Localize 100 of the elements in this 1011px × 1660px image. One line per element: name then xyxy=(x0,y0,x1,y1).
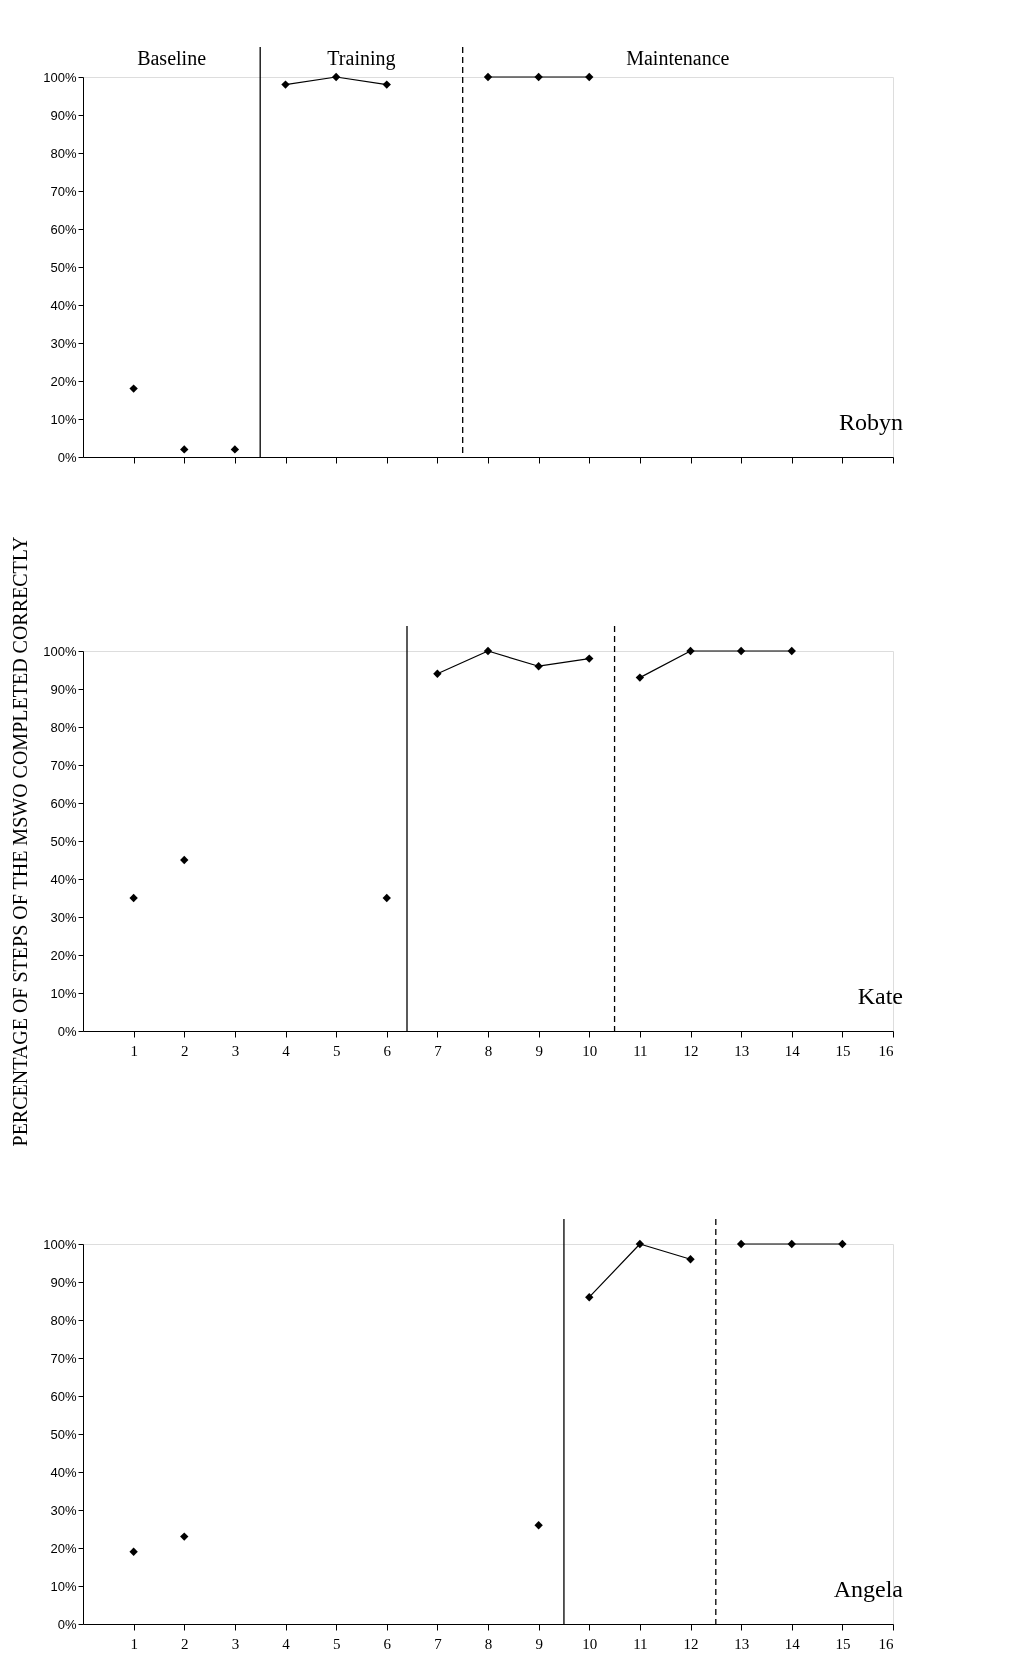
y-tick-label: 30% xyxy=(50,1502,77,1518)
x-tick-label: 14 xyxy=(784,1042,801,1059)
x-tick-label: 14 xyxy=(784,1635,801,1652)
x-tick-label: 3 xyxy=(231,1635,240,1652)
point xyxy=(686,1255,695,1264)
point xyxy=(787,1239,796,1249)
text: Baseline xyxy=(137,47,207,69)
x-tick-label: 16 xyxy=(878,1635,894,1652)
point xyxy=(433,669,442,678)
x-tick-label: 1 xyxy=(130,1042,138,1059)
y-tick-label: 30% xyxy=(50,335,77,351)
x-tick-label: 10 xyxy=(582,1042,598,1059)
x-tick-label: 7 xyxy=(434,1635,443,1652)
y-tick-label: 10% xyxy=(50,411,77,427)
point xyxy=(281,80,290,89)
x-tick-label: 3 xyxy=(231,1042,240,1059)
y-tick-label: 70% xyxy=(50,1350,77,1366)
y-tick-label: 0% xyxy=(57,1023,77,1039)
y-axis-title: PERCENTAGE OF STEPS OF THE MSWO COMPLETED CORRECTLY xyxy=(9,536,32,1147)
point xyxy=(129,384,138,393)
point xyxy=(585,72,594,82)
y-tick-label: 70% xyxy=(50,757,77,773)
point xyxy=(585,1293,594,1302)
point xyxy=(635,1239,645,1249)
text: Maintenance xyxy=(626,47,730,69)
point xyxy=(180,445,189,454)
y-tick-label: 100% xyxy=(43,643,77,659)
point xyxy=(686,646,695,656)
y-tick-label: 0% xyxy=(57,1616,77,1632)
y-tick-label: 30% xyxy=(50,909,77,925)
annotation: Angela xyxy=(833,1576,904,1602)
x-tick-label: 1 xyxy=(130,1635,138,1652)
y-tick-label: 10% xyxy=(50,1578,77,1594)
y-tick-label: 90% xyxy=(50,1274,77,1290)
x-tick-label: 5 xyxy=(332,1042,341,1059)
point xyxy=(534,72,543,82)
y-tick-label: 100% xyxy=(43,1236,77,1252)
point xyxy=(180,1532,189,1541)
y-tick-label: 50% xyxy=(50,833,77,849)
point xyxy=(736,646,746,656)
y-tick-label: 40% xyxy=(50,871,77,887)
y-tick-label: 10% xyxy=(50,985,77,1001)
y-tick-label: 80% xyxy=(50,1312,77,1328)
annotation: Robyn xyxy=(838,409,903,435)
y-tick-label: 90% xyxy=(50,107,77,123)
point xyxy=(838,1239,847,1249)
point xyxy=(230,445,240,454)
x-tick-label: 12 xyxy=(683,1635,699,1652)
x-tick-label: 13 xyxy=(734,1635,750,1652)
x-tick-label: 6 xyxy=(383,1042,392,1059)
x-tick-label: 11 xyxy=(633,1635,648,1652)
y-tick-label: 50% xyxy=(50,1426,77,1442)
point xyxy=(635,673,645,682)
point xyxy=(129,1547,138,1556)
text: Training xyxy=(327,47,396,70)
point xyxy=(129,893,138,903)
point xyxy=(534,662,543,671)
y-tick-label: 70% xyxy=(50,183,77,199)
y-tick-label: 80% xyxy=(50,719,77,735)
x-tick-label: 8 xyxy=(484,1635,493,1652)
x-tick-label: 8 xyxy=(484,1042,493,1059)
point xyxy=(180,855,189,865)
point xyxy=(585,654,594,663)
point xyxy=(483,72,493,82)
x-tick-label: 2 xyxy=(181,1042,189,1059)
y-tick-label: 60% xyxy=(50,795,77,811)
annotation: Kate xyxy=(857,983,903,1009)
point xyxy=(483,646,493,656)
y-tick-label: 40% xyxy=(50,1464,77,1480)
point xyxy=(382,80,391,89)
x-tick-label: 5 xyxy=(332,1635,341,1652)
x-tick-label: 9 xyxy=(535,1635,543,1652)
x-tick-label: 16 xyxy=(878,1042,894,1059)
x-tick-label: 6 xyxy=(383,1635,392,1652)
point xyxy=(382,893,391,903)
x-tick-label: 13 xyxy=(734,1042,750,1059)
x-tick-label: 15 xyxy=(835,1635,851,1652)
y-tick-label: 50% xyxy=(50,259,77,275)
y-tick-label: 20% xyxy=(50,947,77,963)
x-tick-label: 4 xyxy=(282,1042,291,1059)
y-tick-label: 60% xyxy=(50,221,77,237)
y-tick-label: 80% xyxy=(50,145,77,161)
x-tick-label: 10 xyxy=(582,1635,598,1652)
y-tick-label: 60% xyxy=(50,1388,77,1404)
x-tick-label: 11 xyxy=(633,1042,648,1059)
point xyxy=(534,1521,543,1530)
point xyxy=(331,72,341,82)
x-tick-label: 12 xyxy=(683,1042,699,1059)
x-tick-label: 2 xyxy=(181,1635,189,1652)
y-tick-label: 90% xyxy=(50,681,77,697)
y-tick-label: 0% xyxy=(57,449,77,465)
y-tick-label: 100% xyxy=(43,69,77,85)
x-tick-label: 15 xyxy=(835,1042,851,1059)
y-tick-label: 20% xyxy=(50,373,77,389)
point xyxy=(736,1239,746,1249)
x-tick-label: 7 xyxy=(434,1042,443,1059)
y-tick-label: 20% xyxy=(50,1540,77,1556)
x-tick-label: 9 xyxy=(535,1042,543,1059)
x-tick-label: 4 xyxy=(282,1635,291,1652)
y-tick-label: 40% xyxy=(50,297,77,313)
